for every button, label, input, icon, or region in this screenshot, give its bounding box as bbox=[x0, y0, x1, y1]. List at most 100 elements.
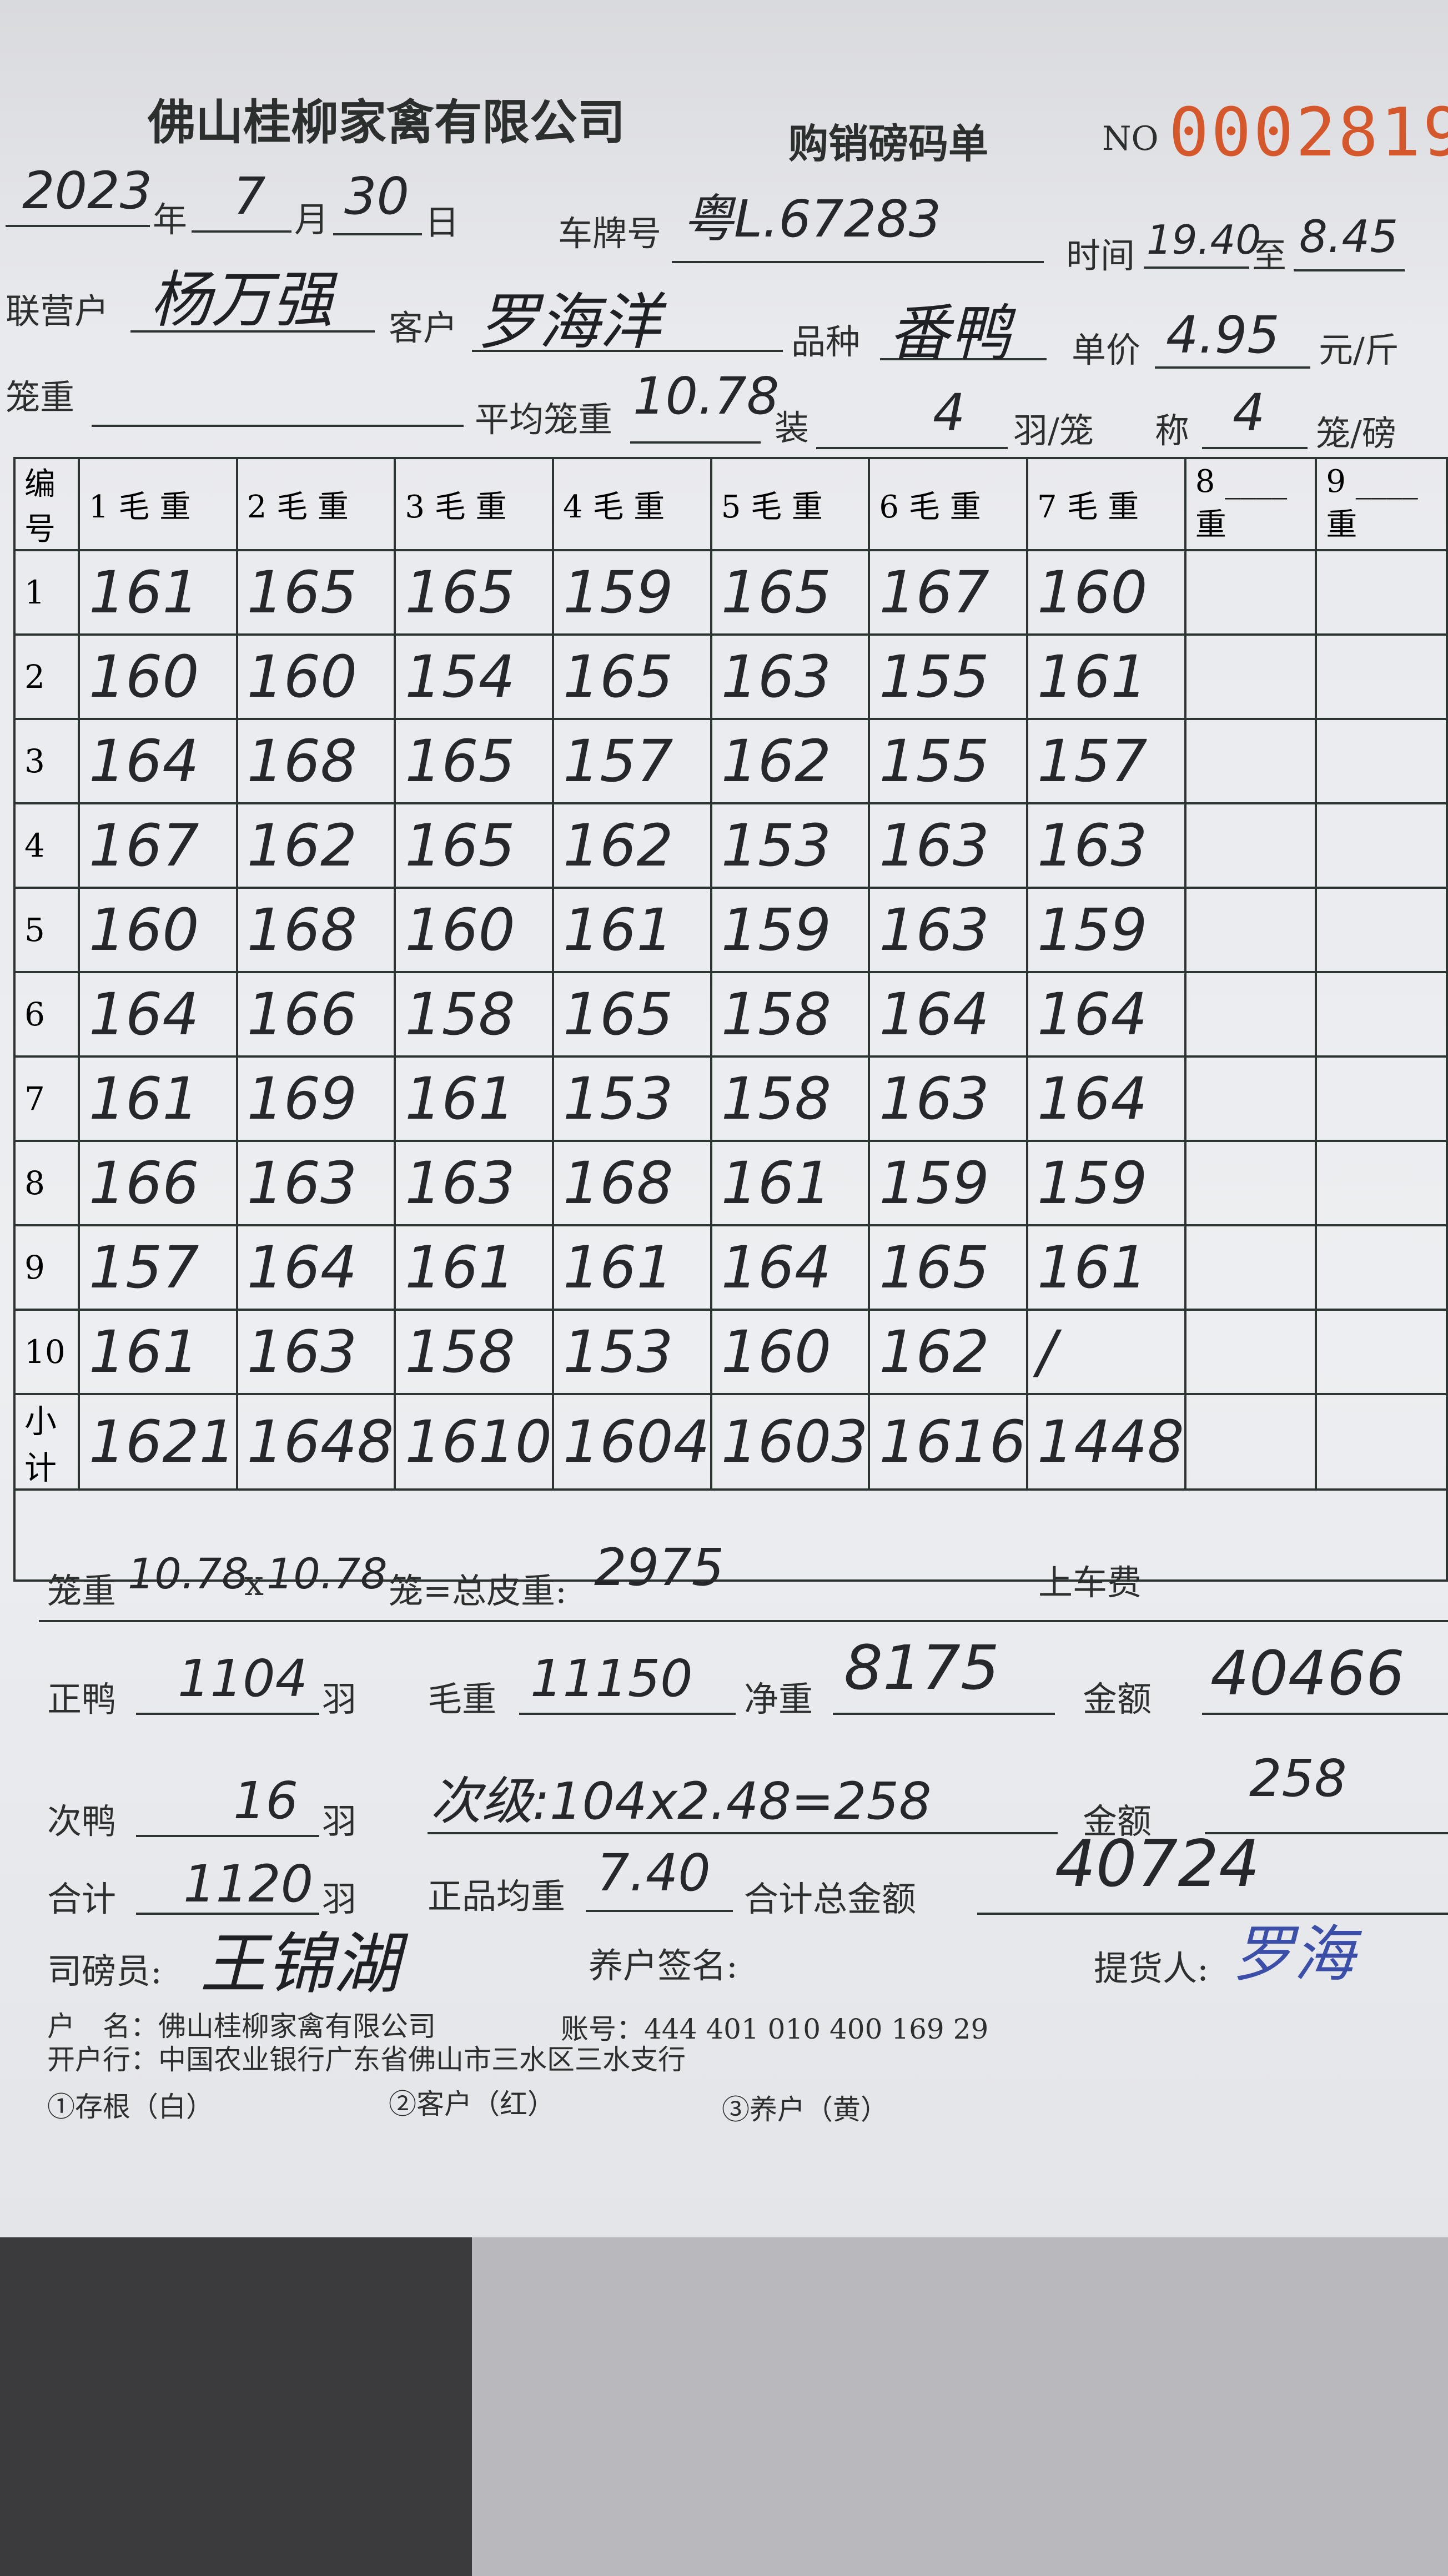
month-value: 7 bbox=[233, 167, 266, 226]
background-cloth bbox=[472, 2232, 1448, 2576]
weight-cell: / bbox=[1026, 1309, 1186, 1395]
time-label: 时间 bbox=[1066, 235, 1135, 276]
underline bbox=[136, 1835, 319, 1837]
weigher-label: 司磅员: bbox=[47, 1951, 162, 1991]
weight-cell: 166 bbox=[235, 971, 396, 1058]
weight-cell: 164 bbox=[1026, 971, 1186, 1058]
weight-cell: 162 bbox=[710, 718, 871, 804]
underline bbox=[816, 447, 1008, 449]
weight-cell: 157 bbox=[78, 1224, 238, 1311]
column-header: 9 ____重 bbox=[1315, 457, 1448, 551]
weight-cell: 165 bbox=[394, 802, 555, 889]
weight-cell: 162 bbox=[235, 802, 396, 889]
row-number: 3 bbox=[13, 718, 80, 804]
plate-value: 粤L.67283 bbox=[683, 189, 942, 249]
weighing-slip: 佛山桂柳家禽有限公司 购销磅码单 NO 0002819 2023 年 7 月 3… bbox=[0, 0, 1448, 2237]
load-unit: 羽/笼 bbox=[1013, 410, 1094, 451]
partner-value: 杨万强 bbox=[150, 264, 333, 335]
total-value: 1120 bbox=[183, 1854, 314, 1914]
row-number: 1 bbox=[13, 549, 80, 636]
weight-cell bbox=[1184, 971, 1318, 1058]
underline bbox=[977, 1913, 1448, 1915]
underline bbox=[586, 1910, 733, 1912]
gross-label: 毛重 bbox=[428, 1679, 497, 1719]
weight-cell: 164 bbox=[1026, 1055, 1186, 1142]
column-header: 4 毛 重 bbox=[552, 457, 712, 551]
to-label: 至 bbox=[1252, 235, 1287, 276]
weight-cell: 163 bbox=[868, 887, 1029, 973]
amount2-label: 金额 bbox=[1083, 1801, 1152, 1842]
load-label: 装 bbox=[775, 407, 810, 448]
underline bbox=[833, 1713, 1055, 1715]
underline bbox=[1202, 1713, 1448, 1715]
weight-cell bbox=[1184, 718, 1318, 804]
bank-name: 开户行：中国农业银行广东省佛山市三水区三水支行 bbox=[47, 2044, 686, 2076]
weight-cell: 161 bbox=[552, 887, 712, 973]
underline bbox=[880, 358, 1047, 360]
weight-cell: 153 bbox=[552, 1309, 712, 1395]
underline bbox=[1294, 269, 1405, 271]
weight-cell: 165 bbox=[552, 633, 712, 720]
weight-cell: 160 bbox=[235, 633, 396, 720]
weight-cell: 165 bbox=[394, 549, 555, 636]
weight-cell: 155 bbox=[868, 633, 1029, 720]
weight-cell: 159 bbox=[710, 887, 871, 973]
times-sign: x bbox=[244, 1563, 264, 1603]
main-duck-value: 1104 bbox=[178, 1649, 308, 1708]
weight-cell: 1610 bbox=[394, 1393, 555, 1491]
underline bbox=[630, 441, 761, 444]
weight-cell: 164 bbox=[868, 971, 1029, 1058]
weight-cell: 167 bbox=[78, 802, 238, 889]
weight-cell: 160 bbox=[710, 1309, 871, 1395]
month-label: 月 bbox=[294, 199, 329, 240]
weight-cell bbox=[1315, 718, 1448, 804]
net-label: 净重 bbox=[744, 1679, 813, 1719]
weight-cell: 163 bbox=[394, 1140, 555, 1226]
weight-cell: 153 bbox=[552, 1055, 712, 1142]
total-label: 合计 bbox=[47, 1879, 117, 1919]
underline bbox=[1202, 447, 1308, 449]
table-row: 1 161 165 165 159 165 167 160 bbox=[13, 549, 1448, 636]
price-unit: 元/斤 bbox=[1319, 330, 1399, 370]
underline bbox=[472, 350, 783, 352]
loading-fee-label: 上车费 bbox=[1038, 1562, 1142, 1603]
weight-cell bbox=[1184, 633, 1318, 720]
weight-cell bbox=[1184, 1140, 1318, 1226]
weight-cell: 160 bbox=[78, 633, 238, 720]
amount-value: 40466 bbox=[1210, 1638, 1405, 1709]
weight-cell: 160 bbox=[78, 887, 238, 973]
underline bbox=[130, 330, 375, 333]
table-row: 8 166 163 163 168 161 159 159 bbox=[13, 1140, 1448, 1226]
column-header: 2 毛 重 bbox=[235, 457, 396, 551]
weight-cell: 1616 bbox=[868, 1393, 1029, 1491]
weight-cell: 1648 bbox=[235, 1393, 396, 1491]
weight-cell bbox=[1315, 633, 1448, 720]
column-header: 5 毛 重 bbox=[710, 457, 871, 551]
plate-label: 车牌号 bbox=[558, 213, 662, 254]
blank-cell bbox=[13, 1488, 1448, 1582]
weight-cell: 1448 bbox=[1026, 1393, 1186, 1491]
weight-cell: 157 bbox=[1026, 718, 1186, 804]
column-header: 7 毛 重 bbox=[1026, 457, 1186, 551]
weight-cell bbox=[1315, 971, 1448, 1058]
copy-red: ②客户（红） bbox=[389, 2088, 555, 2120]
day-label: 日 bbox=[425, 202, 460, 243]
weight-cell: 1603 bbox=[710, 1393, 871, 1491]
customer-label: 客户 bbox=[389, 308, 458, 348]
weight-cell: 159 bbox=[868, 1140, 1029, 1226]
second-calc: 次级:104x2.48=258 bbox=[430, 1772, 932, 1831]
form-title: 购销磅码单 bbox=[788, 120, 989, 167]
weight-cell bbox=[1184, 1309, 1318, 1395]
underline bbox=[136, 1913, 319, 1915]
weight-cell bbox=[1315, 802, 1448, 889]
farmer-signature-label: 养户签名: bbox=[589, 1945, 738, 1986]
weight-cell bbox=[1184, 887, 1318, 973]
underline bbox=[333, 233, 422, 235]
weight-cell: 161 bbox=[394, 1224, 555, 1311]
weight-cell: 158 bbox=[394, 971, 555, 1058]
avg-value: 7.40 bbox=[597, 1843, 711, 1903]
account-name: 户 名：佛山桂柳家禽有限公司 bbox=[47, 2010, 436, 2042]
weight-cell: 165 bbox=[235, 549, 396, 636]
weight-cell bbox=[1315, 1309, 1448, 1395]
weight-cell: 155 bbox=[868, 718, 1029, 804]
